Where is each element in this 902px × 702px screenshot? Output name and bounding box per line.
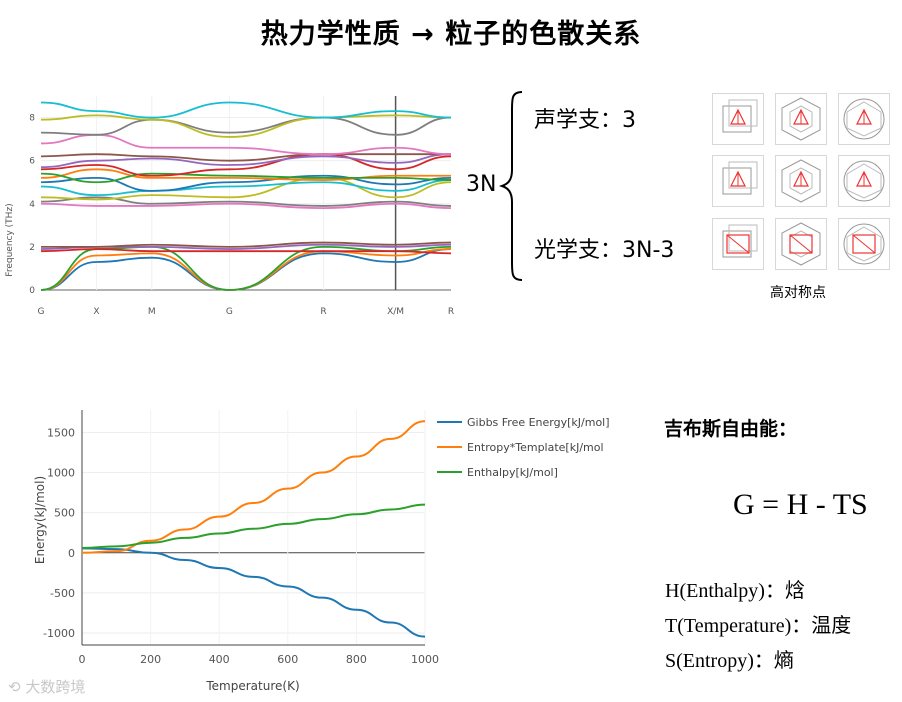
- brillouin-zone-icon: [775, 155, 827, 207]
- brillouin-zone-icon: [775, 218, 827, 270]
- energy-y-tick: 0: [68, 547, 75, 560]
- phonon-series: [40, 101, 452, 291]
- watermark-logo-icon: ⟲: [8, 678, 21, 696]
- phonon-series-line: [40, 153, 452, 169]
- brillouin-zone-icon: [775, 93, 827, 145]
- watermark: ⟲ 大数跨境: [8, 676, 85, 697]
- phonon-y-tick: 4: [29, 200, 35, 210]
- brillouin-zone-icon: [838, 93, 890, 145]
- energy-y-tick: 1000: [47, 467, 75, 480]
- energy-x-axis-label: Temperature(K): [205, 679, 299, 693]
- high-symmetry-caption: 高对称点: [770, 285, 826, 301]
- phonon-series-line: [40, 174, 452, 192]
- phonon-series-line: [40, 172, 452, 184]
- brillouin-zone-icon: [838, 155, 890, 207]
- energy-x-tick: 200: [140, 653, 161, 666]
- gibbs-title: 吉布斯自由能：: [664, 418, 798, 440]
- definition-enthalpy: H(Enthalpy)：焓: [665, 580, 805, 602]
- phonon-x-tick: M: [148, 307, 156, 317]
- energy-x-tick: 1000: [411, 653, 439, 666]
- definition-temperature: T(Temperature)：温度: [665, 615, 852, 637]
- phonon-series-line: [40, 153, 451, 162]
- phonon-y-tick: 0: [29, 286, 35, 296]
- energy-y-tick: -1000: [43, 627, 75, 640]
- definition-entropy: S(Entropy)：熵: [665, 650, 794, 672]
- energy-x-tick: 400: [209, 653, 230, 666]
- energy-x-tick: 0: [79, 653, 86, 666]
- brillouin-zone-icon: [712, 93, 764, 145]
- phonon-x-tick: R: [448, 307, 454, 317]
- energy-series: [81, 420, 426, 638]
- phonon-y-tick: 8: [29, 114, 35, 124]
- energy-y-tick: -500: [50, 587, 75, 600]
- energy-y-tick: 1500: [47, 426, 75, 439]
- phonon-series-line: [40, 177, 452, 201]
- legend-entry: Enthalpy[kJ/mol]: [467, 466, 558, 479]
- phonon-y-tick: 2: [29, 243, 35, 253]
- phonon-ticks: 0 2 4 6 8 G X M G R X/M R: [29, 114, 454, 317]
- phonon-series-line: [40, 168, 451, 181]
- phonon-series-line: [40, 179, 452, 197]
- phonon-y-tick: 6: [29, 157, 35, 167]
- energy-legend: Gibbs Free Energy[kJ/mol] Entropy*Templat…: [437, 416, 610, 479]
- legend-entry: Gibbs Free Energy[kJ/mol]: [467, 416, 610, 429]
- brillouin-zone-icon: [712, 218, 764, 270]
- energy-y-axis-label: Energy(kJ/mol): [33, 476, 47, 564]
- watermark-text: 大数跨境: [25, 678, 86, 696]
- energy-y-tick: 500: [54, 507, 75, 520]
- phonon-x-tick: X: [93, 307, 99, 317]
- energy-grid: [81, 410, 426, 646]
- energy-series-line: [81, 503, 426, 549]
- energy-ticks: -1000 -500 0 500 1000 1500 0 200 400 600 800 1000: [43, 426, 439, 666]
- phonon-series-line: [40, 116, 452, 136]
- phonon-x-tick: G: [226, 307, 233, 317]
- phonon-x-tick: G: [38, 307, 45, 317]
- phonon-x-tick: X/M: [387, 307, 404, 317]
- acoustic-branch-label: 声学支：3: [534, 108, 636, 133]
- phonon-series-line: [40, 248, 452, 255]
- phonon-y-axis-label: Frequency (THz): [5, 203, 15, 276]
- optical-branch-label: 光学支：3N-3: [534, 238, 675, 263]
- slide-title: 热力学性质 → 粒子的色散关系: [260, 19, 642, 50]
- energy-x-tick: 600: [277, 653, 298, 666]
- gibbs-formula: G = H - TS: [733, 488, 868, 521]
- phonon-series-line: [40, 202, 452, 209]
- phonon-x-tick: R: [320, 307, 326, 317]
- legend-entry: Entropy*Template[kJ/mol: [467, 441, 604, 454]
- energy-series-line: [81, 420, 426, 554]
- phonon-series-line: [41, 241, 452, 248]
- phonon-series-line: [40, 153, 452, 177]
- phonon-series-line: [40, 114, 452, 138]
- phonon-series-line: [40, 196, 452, 207]
- brillouin-zone-icon: [712, 155, 764, 207]
- bracket-label: 3N: [466, 172, 497, 197]
- phonon-series-line: [40, 101, 452, 119]
- energy-x-tick: 800: [346, 653, 367, 666]
- energy-series-line: [81, 547, 426, 638]
- brillouin-zone-icon: [838, 218, 890, 270]
